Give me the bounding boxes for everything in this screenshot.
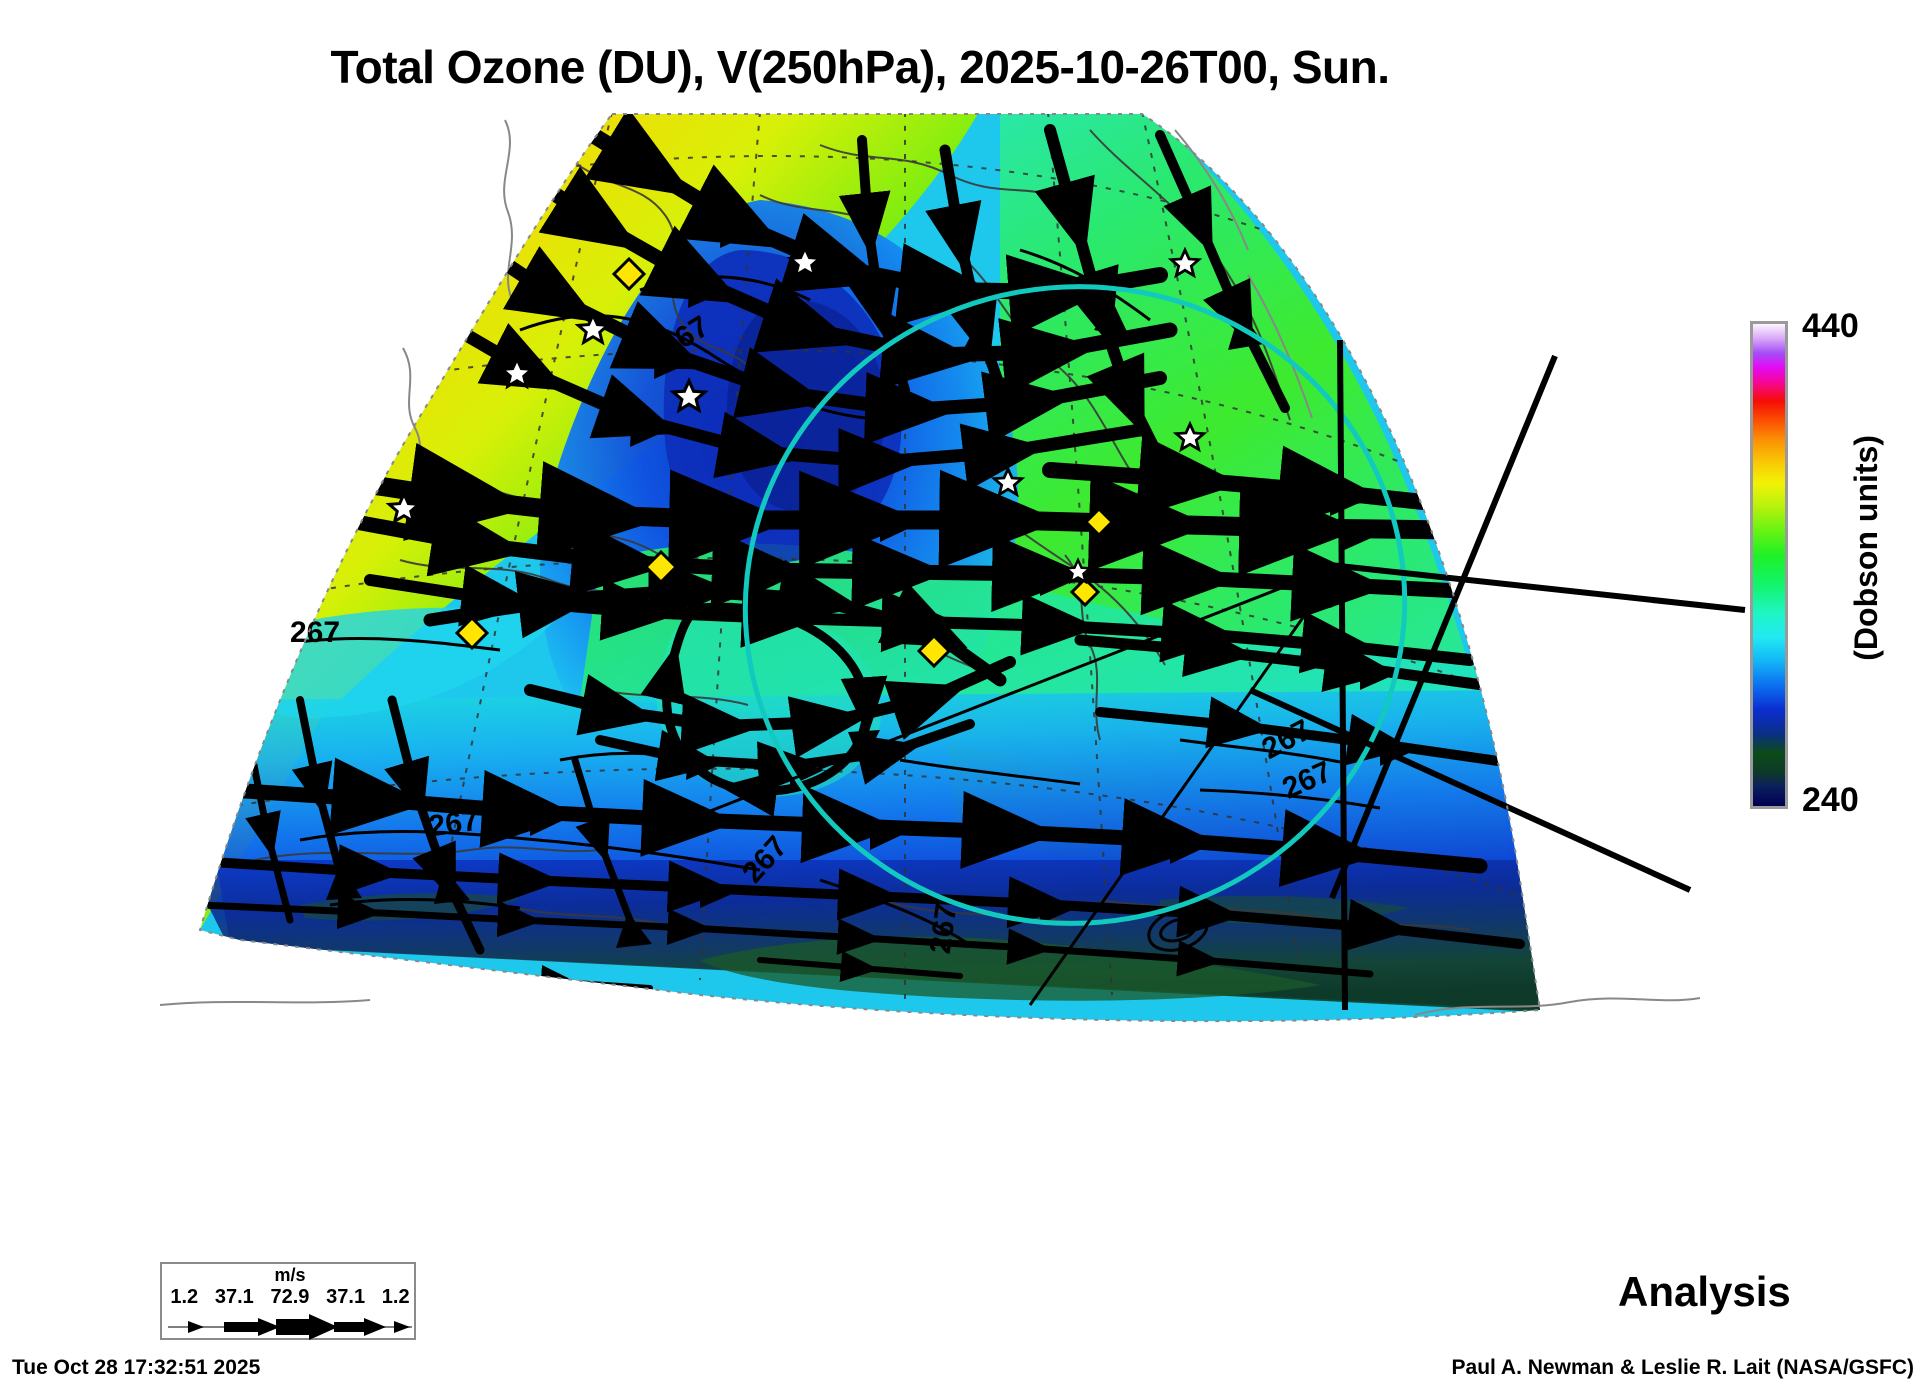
orbit-track-lines [1248,339,1746,1011]
footer-credit: Paul A. Newman & Leslie R. Lait (NASA/GS… [1451,1356,1914,1379]
wind-scale-units-label: m/s [274,1265,306,1285]
station-marker [916,633,952,669]
orbit-track-lines-thin [699,563,1342,1006]
station-marker [454,615,490,651]
colorbar-gradient-strip [1750,321,1788,809]
wind-scale-value: 1.2 [170,1286,199,1308]
station-marker [1069,576,1101,608]
contour-label: 267 [924,902,964,956]
footer-timestamp: Tue Oct 28 17:32:51 2025 [12,1356,261,1379]
colorbar: 440 240 (Dobson units) [1740,307,1926,819]
wind-scale-value: 72.9 [270,1286,310,1308]
city-marker [1172,420,1208,453]
wind-scale-value: 37.1 [214,1286,254,1308]
wind-scale-value: 37.1 [326,1286,366,1308]
station-marker [643,549,679,585]
city-marker [990,465,1026,498]
city-markers [385,244,1208,585]
colorbar-max-label: 440 [1802,307,1859,345]
city-marker [1063,557,1093,585]
city-marker [574,311,612,346]
station-marker [611,256,647,292]
contour-label: 267 [290,616,340,649]
colorbar-min-label: 240 [1802,781,1859,819]
city-marker [669,377,709,414]
city-marker [786,244,824,279]
analysis-label: Analysis [1618,1268,1791,1315]
page-title: Total Ozone (DU), V(250hPa), 2025-10-26T… [330,41,1391,93]
station-marker [1083,506,1115,538]
city-marker [498,355,536,390]
colorbar-axis-label: (Dobson units) [1848,435,1884,661]
satellite-swath-ellipse [742,284,1408,926]
city-marker [1167,246,1203,279]
station-markers [454,256,1115,669]
wind-scale-arrow-glyphs [168,1314,412,1340]
wind-streamlines [200,114,1525,997]
wind-scale-legend: m/s 1.2 37.1 72.9 37.1 1.2 [160,1262,416,1340]
wind-scale-value: 1.2 [381,1286,410,1308]
city-marker [385,490,423,525]
contour-label: 267 [427,804,481,844]
wind-scale-values: 1.2 37.1 72.9 37.1 1.2 [162,1286,418,1309]
